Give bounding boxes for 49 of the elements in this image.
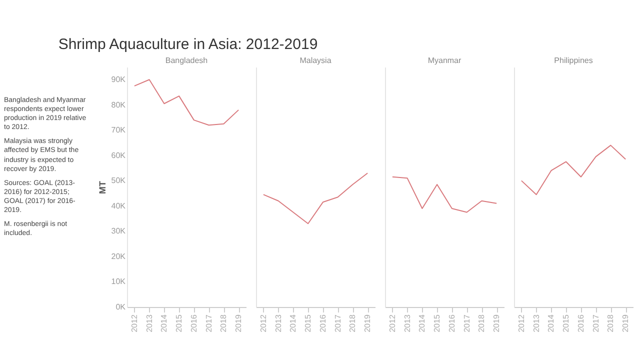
y-tick-label: 80K (111, 100, 126, 110)
y-tick-label: 90K (111, 75, 126, 84)
x-tick-label: 2017 (204, 314, 214, 332)
x-tick-label: 2013 (274, 314, 283, 332)
x-tick-label: 2019 (621, 314, 630, 332)
y-tick-label: 20K (111, 252, 126, 261)
x-tick-label: 2015 (562, 314, 571, 332)
x-tick-label: 2014 (546, 314, 556, 332)
y-tick-label: 40K (111, 201, 126, 210)
x-tick-label: 2016 (318, 314, 328, 332)
x-tick-label: 2019 (363, 314, 372, 332)
y-axis-title: MT (97, 180, 108, 194)
x-tick-label: 2014 (160, 314, 169, 332)
text: Malaysia (300, 56, 332, 65)
x-tick-label: 2012 (258, 314, 268, 332)
x-tick-label: 2013 (532, 314, 541, 332)
x-tick-label: 2013 (144, 314, 154, 332)
x-tick-label: 2015 (174, 314, 184, 332)
y-tick-label: 10K (111, 277, 126, 286)
x-tick-label: 2018 (348, 314, 358, 332)
x-tick-label: 2016 (189, 314, 198, 332)
x-tick-label: 2014 (418, 314, 427, 332)
x-tick-label: 2019 (234, 314, 244, 332)
x-tick-label: 2015 (304, 314, 313, 332)
x-tick-label: 2017 (333, 314, 342, 332)
y-tick-label: 30K (111, 226, 126, 236)
x-tick-label: 2017 (591, 314, 600, 332)
x-tick-label: 2012 (516, 314, 526, 332)
y-tick-label: 0K (116, 302, 126, 312)
x-tick-label: 2018 (477, 314, 486, 332)
x-tick-label: 2019 (492, 314, 502, 332)
x-tick-label: 2018 (606, 314, 616, 332)
text: Philippines (554, 56, 593, 65)
x-tick-label: 2016 (447, 314, 456, 332)
x-tick-label: 2015 (432, 314, 442, 332)
x-tick-label: 2017 (462, 314, 472, 332)
x-tick-label: 2012 (130, 314, 139, 332)
y-tick-label: 50K (111, 176, 126, 186)
text: Bangladesh (165, 56, 208, 65)
x-tick-label: 2014 (288, 314, 298, 332)
y-tick-label: 70K (111, 126, 126, 135)
y-tick-label: 60K (111, 150, 126, 160)
x-tick-label: 2012 (388, 314, 397, 332)
x-tick-label: 2013 (402, 314, 412, 332)
text: Myanmar (428, 56, 462, 65)
line-series (134, 79, 240, 126)
chart-title: Shrimp Aquaculture in Asia: 2012-2019 (57, 36, 319, 53)
x-tick-label: 2018 (219, 314, 228, 332)
x-tick-label: 2016 (576, 314, 586, 332)
